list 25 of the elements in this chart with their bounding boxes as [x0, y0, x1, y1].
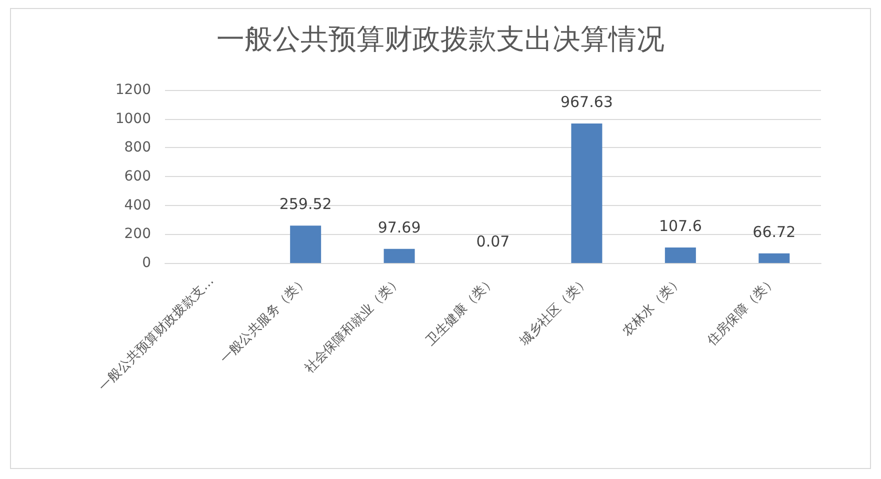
x-tick-label: 社会保障和就业（类）	[302, 274, 405, 376]
bar	[758, 253, 790, 263]
x-tick-label: 农林水（类）	[620, 274, 686, 340]
y-tick-label: 0	[142, 255, 151, 271]
bar	[290, 226, 322, 263]
bar	[384, 248, 415, 263]
x-tick-label: 住房保障（类）	[703, 272, 780, 350]
x-tick-label: 城乡社区（类）	[516, 274, 592, 350]
y-tick-label: 1200	[115, 82, 151, 98]
data-label: 107.6	[658, 216, 702, 235]
data-label: 0.07	[476, 232, 510, 250]
y-tick-label: 400	[124, 197, 151, 214]
data-label: 66.72	[752, 222, 796, 241]
y-tick-label: 800	[124, 140, 151, 156]
y-tick-label: 1000	[115, 110, 151, 127]
chart-title: 一般公共预算财政拨款支出决算情况	[216, 22, 664, 56]
x-tick-label: 一般公共预算财政拨款支…	[96, 274, 218, 395]
data-label: 967.63	[560, 93, 613, 111]
data-label: 97.69	[378, 218, 421, 236]
bar	[664, 247, 696, 263]
y-tick-label: 200	[124, 226, 151, 242]
y-tick-label: 600	[124, 168, 151, 184]
x-tick-label: 卫生健康（类）	[423, 274, 498, 349]
data-label: 259.52	[279, 195, 332, 214]
bar	[571, 124, 602, 263]
